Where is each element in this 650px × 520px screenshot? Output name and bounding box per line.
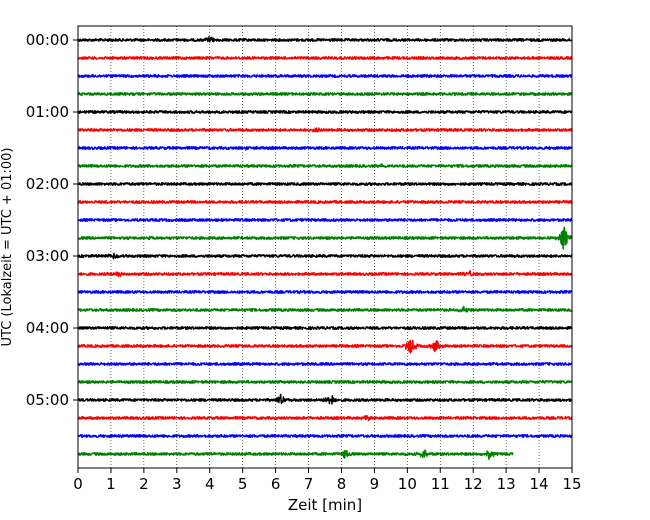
x-tick-label: 4 (205, 475, 215, 493)
plot-frame (77, 25, 573, 469)
trace-0200 (77, 182, 573, 186)
x-tick-label: 6 (271, 475, 281, 493)
trace-0000 (77, 36, 573, 43)
trace-0345 (77, 305, 573, 313)
trace-0530 (77, 434, 573, 438)
y-tick-label: 05:00 (26, 391, 69, 409)
trace-0330 (77, 290, 573, 294)
trace-0400 (77, 326, 573, 330)
x-tick-label: 10 (398, 475, 417, 493)
y-tick-label: 02:00 (26, 175, 69, 193)
trace-0130 (77, 146, 573, 151)
trace-0115 (77, 127, 573, 133)
trace-0515 (77, 414, 573, 422)
trace-0245 (77, 226, 573, 250)
x-tick-label: 1 (106, 475, 116, 493)
x-tick-label: 11 (431, 475, 450, 493)
y-tick-label: 03:00 (26, 247, 69, 265)
trace-0500 (77, 393, 573, 405)
grid-lines (110, 26, 540, 468)
x-tick-label: 14 (530, 475, 549, 493)
trace-0015 (77, 56, 573, 60)
trace-0430 (77, 362, 573, 366)
x-tick-label: 13 (497, 475, 516, 493)
trace-0415 (77, 339, 573, 354)
x-tick-label: 2 (139, 475, 149, 493)
x-tick-label: 9 (370, 475, 380, 493)
trace-0030 (77, 74, 573, 78)
x-tick-label: 12 (464, 475, 483, 493)
x-tick-label: 5 (238, 475, 248, 493)
y-tick-label: 01:00 (26, 103, 69, 121)
x-tick-label: 8 (337, 475, 347, 493)
trace-0100 (77, 110, 573, 114)
y-tick-label: 04:00 (26, 319, 69, 337)
y-axis-label: UTC (Lokalzeit = UTC + 01:00) (0, 148, 15, 347)
x-tick-label: 7 (304, 475, 314, 493)
x-axis-ticks: 0 1 2 3 4 5 6 7 8 9 10 11 12 13 14 15 (73, 468, 582, 493)
trace-0145 (77, 163, 573, 168)
x-axis-label: Zeit [min] (288, 496, 362, 514)
trace-0230 (77, 218, 573, 222)
trace-0545 (77, 449, 514, 461)
trace-0045 (77, 92, 573, 96)
trace-0445 (77, 380, 573, 384)
trace-0300 (77, 252, 573, 260)
x-tick-label: 0 (73, 475, 83, 493)
seismic-traces (77, 36, 573, 461)
x-tick-label: 15 (562, 475, 581, 493)
y-tick-label: 00:00 (26, 31, 69, 49)
trace-0215 (77, 200, 573, 204)
x-tick-label: 3 (172, 475, 182, 493)
y-axis-ticks: 00:00 01:00 02:00 03:00 04:00 05:00 (26, 31, 78, 409)
trace-0315 (77, 270, 573, 278)
